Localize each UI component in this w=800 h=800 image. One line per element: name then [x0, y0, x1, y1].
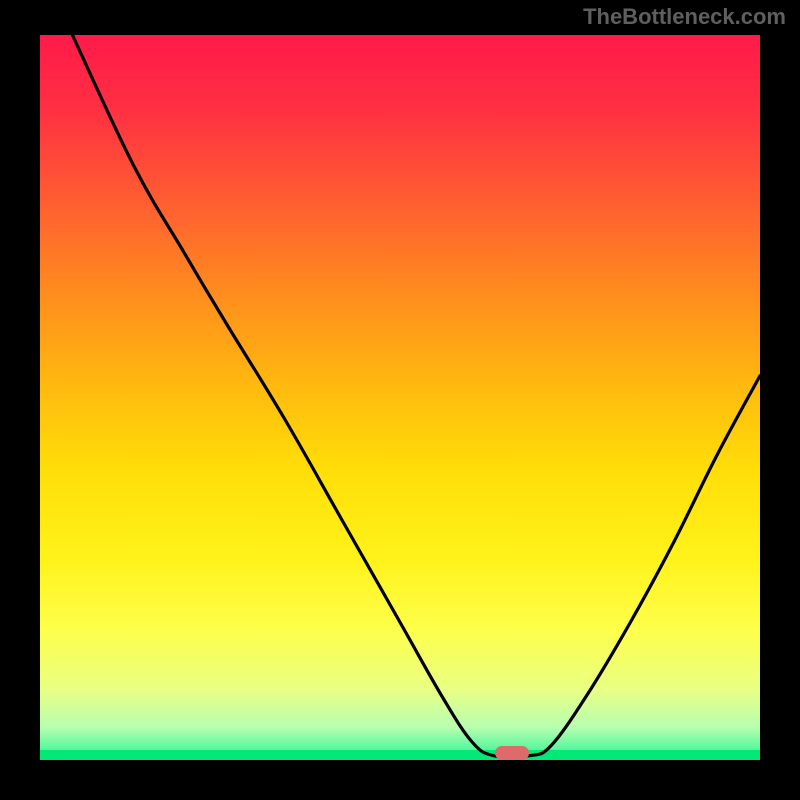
- bottleneck-curve: [40, 35, 760, 760]
- optimum-marker: [495, 746, 529, 760]
- chart-plot-area: [40, 35, 760, 760]
- watermark-text: TheBottleneck.com: [583, 4, 786, 30]
